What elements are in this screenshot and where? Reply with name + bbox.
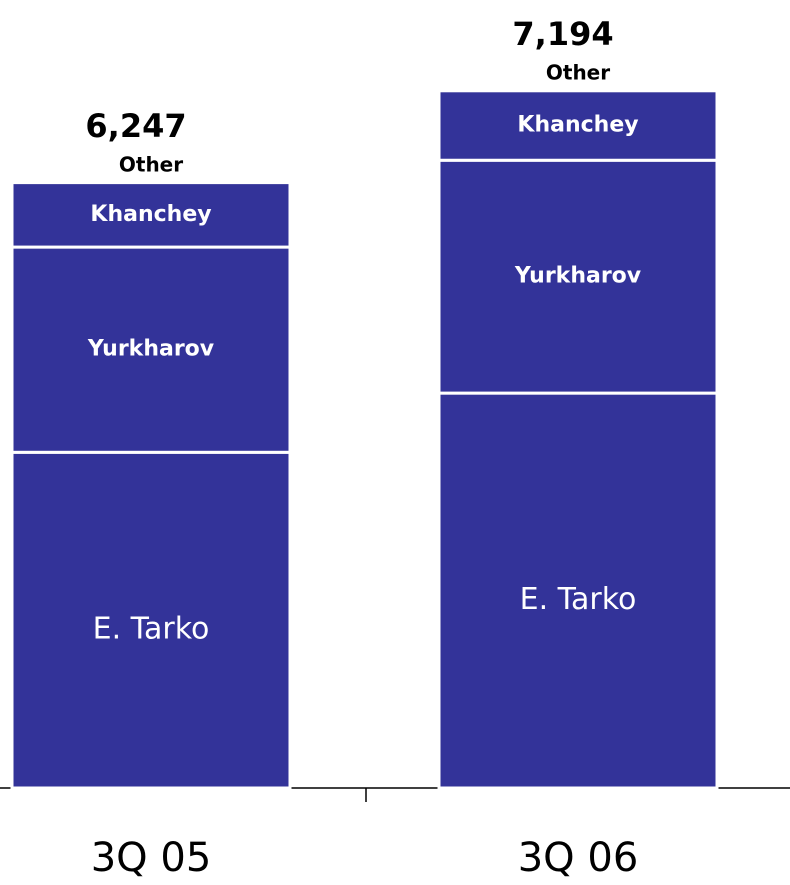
segment-label: E. Tarko	[93, 612, 210, 647]
segment-label: Yurkharov	[87, 337, 215, 362]
bar-segment	[437, 158, 719, 395]
x-tick-label: 3Q 06	[518, 835, 639, 881]
total-label: 7,194	[512, 15, 613, 53]
segment-label: Khanchey	[517, 112, 638, 137]
bar-segment	[437, 391, 719, 790]
bar-segment	[437, 88, 719, 93]
bar-segment	[10, 450, 292, 790]
total-label: 6,247	[85, 107, 186, 145]
segment-label: Other	[546, 61, 610, 85]
segment-label: Khanchey	[90, 202, 211, 227]
x-tick-label: 3Q 05	[91, 835, 212, 881]
segment-label: Yurkharov	[514, 264, 642, 289]
bar-segment	[10, 180, 292, 185]
bar-segment	[10, 181, 292, 249]
bar-segment	[437, 89, 719, 162]
segment-label: E. Tarko	[520, 582, 637, 617]
segment-label: Other	[119, 152, 183, 176]
